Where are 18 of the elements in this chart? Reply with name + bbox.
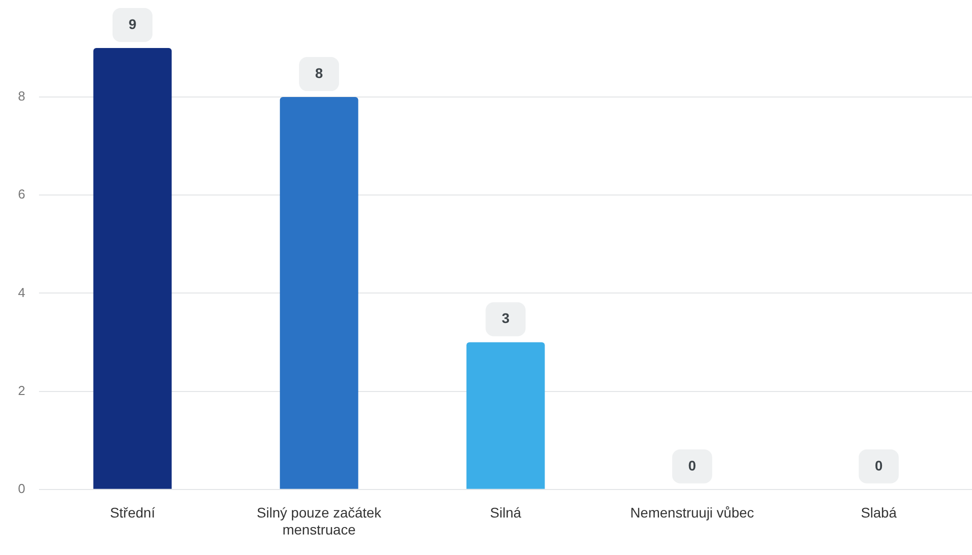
y-tick-label: 8 (18, 88, 26, 104)
y-tick-label: 0 (18, 480, 26, 496)
data-label: 0 (688, 457, 696, 474)
bar (280, 97, 358, 489)
data-label: 8 (315, 64, 324, 81)
y-tick-label: 2 (18, 382, 26, 398)
x-tick-label: Silný pouze začátek menstruace (256, 504, 382, 538)
x-tick-label: Slabá (860, 504, 897, 521)
data-label: 0 (874, 457, 883, 474)
data-label: 9 (128, 16, 137, 32)
y-tick-label: 6 (18, 186, 26, 202)
y-tick-label: 4 (18, 284, 26, 300)
bar (93, 48, 172, 489)
data-label: 3 (502, 310, 510, 326)
x-tick-label: Silná (490, 504, 522, 521)
x-tick-label: Střední (110, 504, 156, 521)
bar (466, 342, 545, 489)
x-tick-label: Nemenstruuji vůbec (630, 504, 754, 521)
